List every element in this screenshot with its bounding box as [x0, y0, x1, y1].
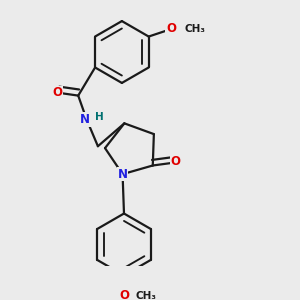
Text: CH₃: CH₃ — [135, 291, 156, 300]
Text: O: O — [52, 86, 62, 99]
Text: O: O — [119, 290, 129, 300]
Text: N: N — [80, 113, 90, 126]
Text: N: N — [118, 168, 128, 181]
Text: O: O — [170, 155, 180, 168]
Text: CH₃: CH₃ — [184, 24, 206, 34]
Text: O: O — [166, 22, 176, 35]
Text: H: H — [95, 112, 104, 122]
